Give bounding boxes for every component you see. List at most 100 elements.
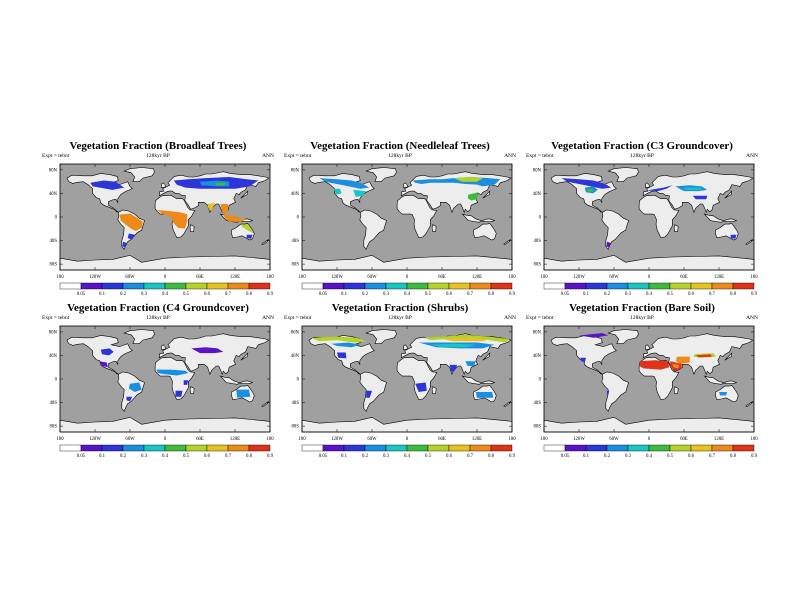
colorbar-label: 0.7: [709, 454, 716, 459]
colorbar-swatch: [385, 282, 408, 290]
colorbar-swatch: [101, 444, 124, 452]
fraction-region: [353, 189, 367, 197]
colorbar-swatch: [322, 444, 345, 452]
fraction-region: [90, 180, 125, 190]
x-tick-label: 120E: [472, 437, 482, 442]
fraction-region: [337, 352, 347, 359]
land-uk: [645, 182, 650, 188]
colorbar-swatch: [122, 444, 145, 452]
fraction-region: [453, 177, 483, 182]
fraction-region: [319, 178, 370, 189]
x-tick-label: 120W: [573, 437, 585, 442]
colorbar-swatch: [164, 282, 187, 290]
x-tick-label: 0: [164, 437, 167, 442]
season-label: ANN: [746, 315, 758, 321]
fraction-region: [695, 354, 712, 358]
fraction-region: [366, 390, 372, 398]
colorbar-swatch: [469, 282, 492, 290]
fraction-region: [99, 361, 108, 368]
y-tick-label: 80N: [533, 330, 542, 335]
colorbar-swatch: [543, 444, 566, 452]
colorbar-label: 0.8: [488, 454, 495, 459]
land-africa: [396, 356, 438, 400]
land-greenland: [607, 167, 639, 183]
land-indonesia: [461, 213, 496, 223]
colorbar-label: 0.5: [183, 292, 190, 297]
colorbar-label: 0.7: [225, 292, 232, 297]
colorbar-swatch: [648, 282, 671, 290]
land-africa: [638, 194, 680, 238]
fraction-region: [156, 209, 188, 229]
colorbar-label: 0.4: [646, 454, 653, 459]
fraction-region: [126, 396, 133, 402]
colorbar-swatch: [101, 282, 124, 290]
colorbar-label: 0.1: [99, 454, 106, 459]
colorbar-label: 0.3: [625, 292, 632, 297]
land-europe-asia: [158, 333, 270, 376]
fraction-region: [240, 224, 254, 234]
panel-title: Vegetation Fraction (Broadleaf Trees): [69, 140, 247, 152]
season-label: ANN: [262, 315, 274, 321]
colorbar-label: 0.8: [488, 292, 495, 297]
panel-subtitle: 128kyr BP: [388, 315, 412, 321]
y-tick-label: 0: [539, 216, 542, 221]
x-tick-label: 180: [508, 437, 516, 442]
land-greenland: [365, 329, 397, 345]
fraction-region: [430, 343, 477, 348]
fraction-region: [449, 364, 458, 372]
colorbar-swatch: [301, 444, 324, 452]
land-south-america: [601, 209, 629, 251]
map-broadleaf-trees: 80N 40N 0 40S 80S 180 120W 60W 0 60E 120E 180: [49, 163, 274, 280]
colorbar-swatch: [143, 444, 166, 452]
map-c4-groundcover: 80N 40N 0 40S 80S 180 120W 60W 0 60E 120E 180: [49, 325, 274, 442]
colorbar-label: 0.6: [688, 292, 695, 297]
panel-subtitle: 128kyr BP: [146, 315, 170, 321]
colorbar-label: 0.3: [383, 454, 390, 459]
colorbar-swatch: [627, 444, 650, 452]
fraction-region: [220, 204, 228, 215]
fraction-region: [156, 369, 189, 376]
colorbar-label: 0.3: [141, 454, 148, 459]
colorbar-label: 0.2: [362, 292, 369, 297]
colorbar-label: 0.05: [319, 292, 328, 297]
x-tick-label: 120E: [230, 275, 240, 280]
colorbar-label: 0.1: [341, 454, 348, 459]
x-tick-label: 120E: [230, 437, 240, 442]
x-tick-label: 60E: [196, 275, 204, 280]
fraction-region: [191, 347, 224, 354]
panel-title: Vegetation Fraction (C4 Groundcover): [67, 302, 249, 314]
panel-bare-soil: Vegetation Fraction (Bare Soil) Expt = t…: [526, 302, 758, 502]
colorbar-label: 0.9: [509, 454, 516, 459]
fraction-region: [424, 334, 510, 343]
colorbar-swatch: [690, 444, 713, 452]
land-greenland: [607, 329, 639, 345]
x-tick-label: 60E: [438, 437, 446, 442]
colorbar-label: 0.5: [667, 292, 674, 297]
panel-title: Vegetation Fraction (C3 Groundcover): [551, 140, 733, 152]
y-tick-label: 40N: [533, 354, 542, 359]
y-tick-label: 40N: [291, 354, 300, 359]
colorbar-label: 0.6: [204, 454, 211, 459]
land-japan: [240, 352, 249, 361]
fraction-region: [334, 188, 342, 195]
y-tick-label: 80N: [291, 168, 300, 173]
colorbar-swatch: [59, 282, 82, 290]
land-japan: [724, 190, 733, 199]
y-tick-label: 80S: [50, 263, 58, 268]
fraction-region: [692, 195, 708, 200]
land-japan: [724, 352, 733, 361]
colorbar-swatch: [80, 282, 103, 290]
x-tick-label: 180: [298, 275, 306, 280]
x-tick-label: 180: [540, 275, 548, 280]
season-label: ANN: [504, 315, 516, 321]
colorbar-label: 0.2: [362, 454, 369, 459]
experiment-label: Expt = tebnt: [42, 315, 70, 321]
land-uk: [403, 344, 408, 350]
colorbar-label: 0.5: [425, 454, 432, 459]
fraction-region: [561, 178, 612, 189]
x-tick-label: 60W: [125, 275, 135, 280]
land-north-america: [550, 173, 617, 213]
colorbar: 0.05 0.1 0.2 0.3 0.4 0.5 0.6 0.7 0.8 0.9: [59, 444, 274, 459]
x-tick-label: 0: [648, 275, 651, 280]
x-tick-label: 120E: [714, 437, 724, 442]
